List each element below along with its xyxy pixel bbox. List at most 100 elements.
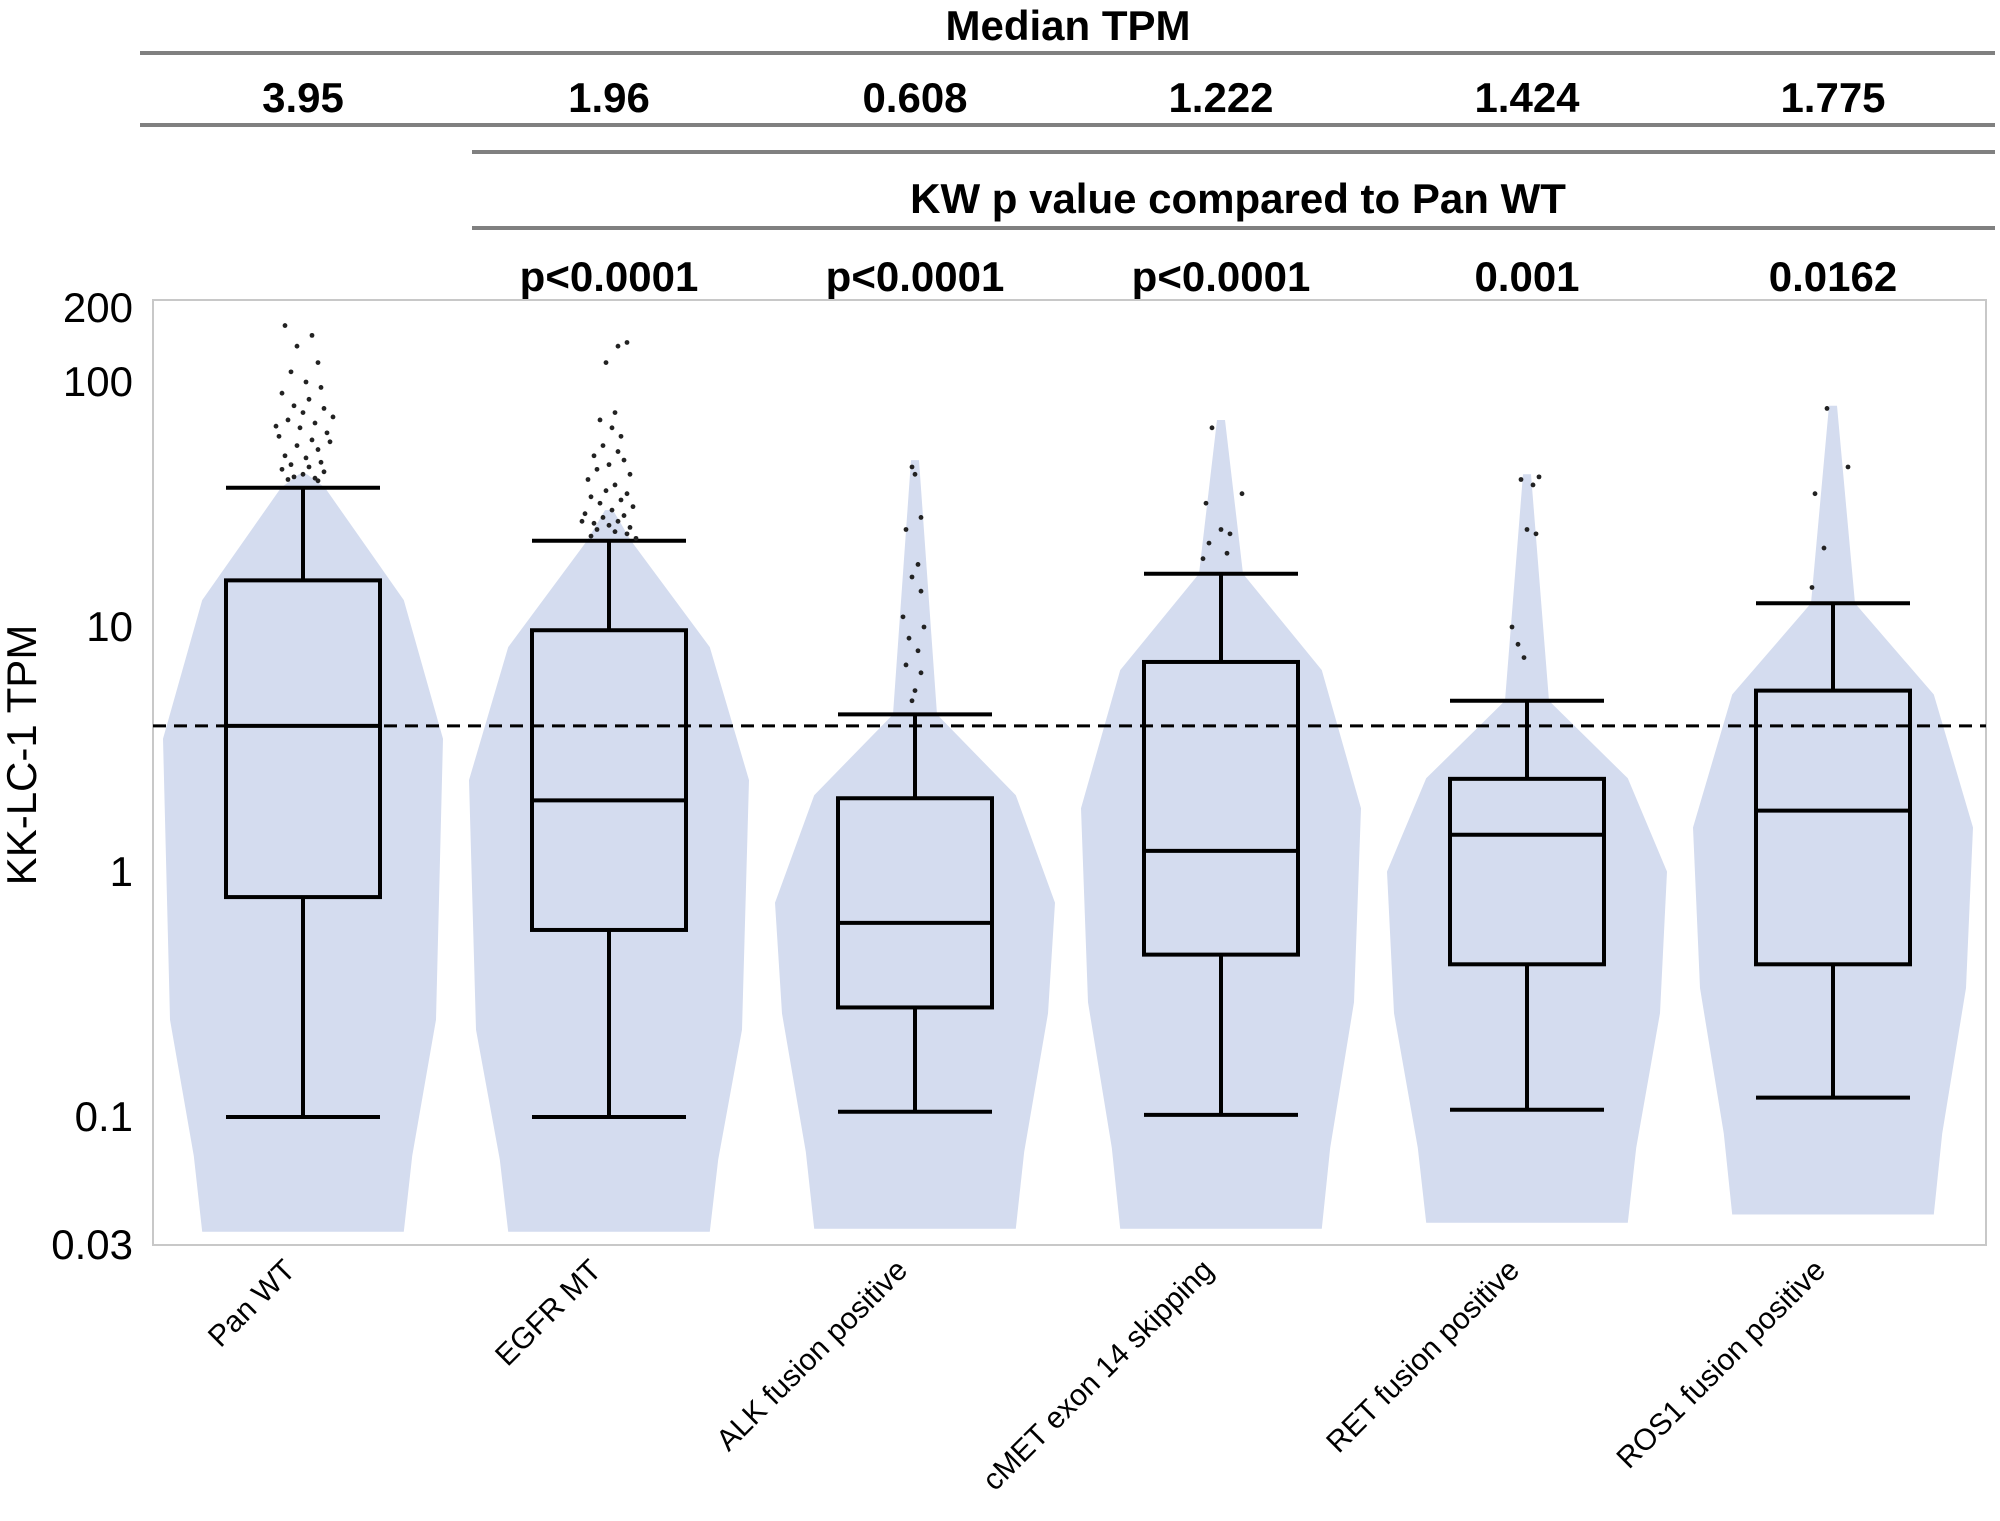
y-tick-label: 0.03 xyxy=(51,1221,133,1268)
outlier-point xyxy=(294,443,300,449)
outlier-point xyxy=(1533,531,1539,537)
outlier-point xyxy=(624,340,630,345)
outlier-point xyxy=(309,332,315,338)
outlier-point xyxy=(288,462,294,468)
outlier-point xyxy=(1536,474,1542,480)
iqr-box xyxy=(1448,776,1606,967)
outlier-point xyxy=(615,449,621,454)
y-tick-label: 100 xyxy=(63,358,133,405)
outlier-point xyxy=(594,466,600,472)
x-tick-label: ROS1 fusion positive xyxy=(1611,1254,1832,1475)
outlier-point xyxy=(597,500,603,506)
outlier-point xyxy=(291,403,297,409)
outlier-point xyxy=(1200,556,1206,562)
outlier-point xyxy=(279,390,285,396)
outlier-point xyxy=(612,410,618,416)
outlier-point xyxy=(627,471,633,477)
outlier-point xyxy=(324,430,330,436)
outlier-point xyxy=(294,343,300,349)
iqr-box xyxy=(836,796,994,1010)
violin xyxy=(1081,420,1361,1229)
outlier-point xyxy=(630,504,636,510)
boxes xyxy=(224,485,1912,1119)
x-tick-label: RET fusion positive xyxy=(1320,1254,1526,1460)
outlier-point xyxy=(606,462,612,468)
outlier-point xyxy=(600,515,606,520)
outlier-point xyxy=(591,453,597,459)
outlier-point xyxy=(285,477,291,482)
outlier-point xyxy=(300,471,306,477)
outlier-point xyxy=(1515,641,1521,647)
outlier-point xyxy=(621,457,627,463)
outlier-point xyxy=(1845,464,1851,470)
p-value-label: 0.001 xyxy=(1474,253,1579,300)
outlier-point xyxy=(303,379,309,385)
outlier-point xyxy=(600,443,606,449)
outlier-point xyxy=(615,343,621,349)
outlier-point xyxy=(1524,527,1530,532)
outlier-point xyxy=(1809,585,1815,590)
outlier-point xyxy=(624,531,630,537)
x-tick-label: ALK fusion positive xyxy=(710,1254,914,1458)
outlier-point xyxy=(309,437,315,443)
outlier-point xyxy=(909,574,915,580)
median-value-label: 1.222 xyxy=(1168,74,1273,121)
p-value-label: p<0.0001 xyxy=(826,253,1005,300)
p-value-labels: p<0.0001 p<0.0001 p<0.0001 0.001 0.0162 xyxy=(520,253,1898,300)
iqr-box xyxy=(1142,659,1300,957)
median-value-label: 1.775 xyxy=(1780,74,1885,121)
outlier-point xyxy=(1239,491,1245,497)
violin xyxy=(469,510,749,1232)
outlier-point xyxy=(918,588,924,594)
iqr-box xyxy=(1754,688,1912,967)
violin xyxy=(1387,474,1667,1223)
outlier-point xyxy=(585,477,591,482)
outlier-point xyxy=(1812,491,1818,497)
outlier-point xyxy=(900,614,906,620)
outlier-point xyxy=(591,520,597,526)
outlier-point xyxy=(915,562,921,567)
p-value-label: p<0.0001 xyxy=(520,253,699,300)
y-axis-ticks: 200 100 10 1 0.1 0.03 xyxy=(51,284,133,1268)
outlier-point xyxy=(321,406,327,411)
outlier-point xyxy=(1530,482,1536,488)
p-value-label: 0.0162 xyxy=(1769,253,1897,300)
outlier-point xyxy=(606,522,612,528)
outlier-point xyxy=(318,385,324,390)
outlier-point xyxy=(1521,655,1527,661)
x-tick-label: cMET exon 14 skipping xyxy=(977,1254,1220,1497)
outlier-point xyxy=(312,420,318,426)
outlier-point xyxy=(315,360,321,366)
outlier-point xyxy=(597,417,603,423)
median-labels: 3.95 1.96 0.608 1.222 1.424 1.775 xyxy=(262,74,1885,121)
outlier-point xyxy=(306,396,312,402)
outlier-point xyxy=(588,533,594,539)
outlier-point xyxy=(918,670,924,676)
violins xyxy=(163,405,1973,1232)
outlier-point xyxy=(303,455,309,461)
y-tick-label: 200 xyxy=(63,284,133,331)
plot-frame xyxy=(152,299,1987,1246)
median-value-label: 1.96 xyxy=(568,74,650,121)
outlier-point xyxy=(915,648,921,654)
p-value-label: p<0.0001 xyxy=(1132,253,1311,300)
x-tick-label: Pan WT xyxy=(202,1254,302,1354)
outlier-point xyxy=(282,453,288,459)
outlier-point xyxy=(582,511,588,517)
outlier-point xyxy=(579,518,585,524)
outlier-point xyxy=(609,425,615,431)
outlier-point xyxy=(279,466,285,472)
outlier-point xyxy=(1509,624,1515,630)
outlier-point xyxy=(909,698,915,704)
y-axis-label: KK-LC-1 TPM xyxy=(0,625,45,886)
outlier-point xyxy=(633,535,639,541)
outlier-point xyxy=(618,433,624,439)
outlier-point xyxy=(1821,545,1827,551)
outlier-point xyxy=(912,688,918,694)
outlier-point xyxy=(594,527,600,532)
outlier-point xyxy=(618,497,624,503)
x-tick-label: EGFR MT xyxy=(489,1254,608,1373)
outlier-point xyxy=(318,459,324,465)
outlier-point xyxy=(615,518,621,524)
outlier-point xyxy=(906,635,912,641)
